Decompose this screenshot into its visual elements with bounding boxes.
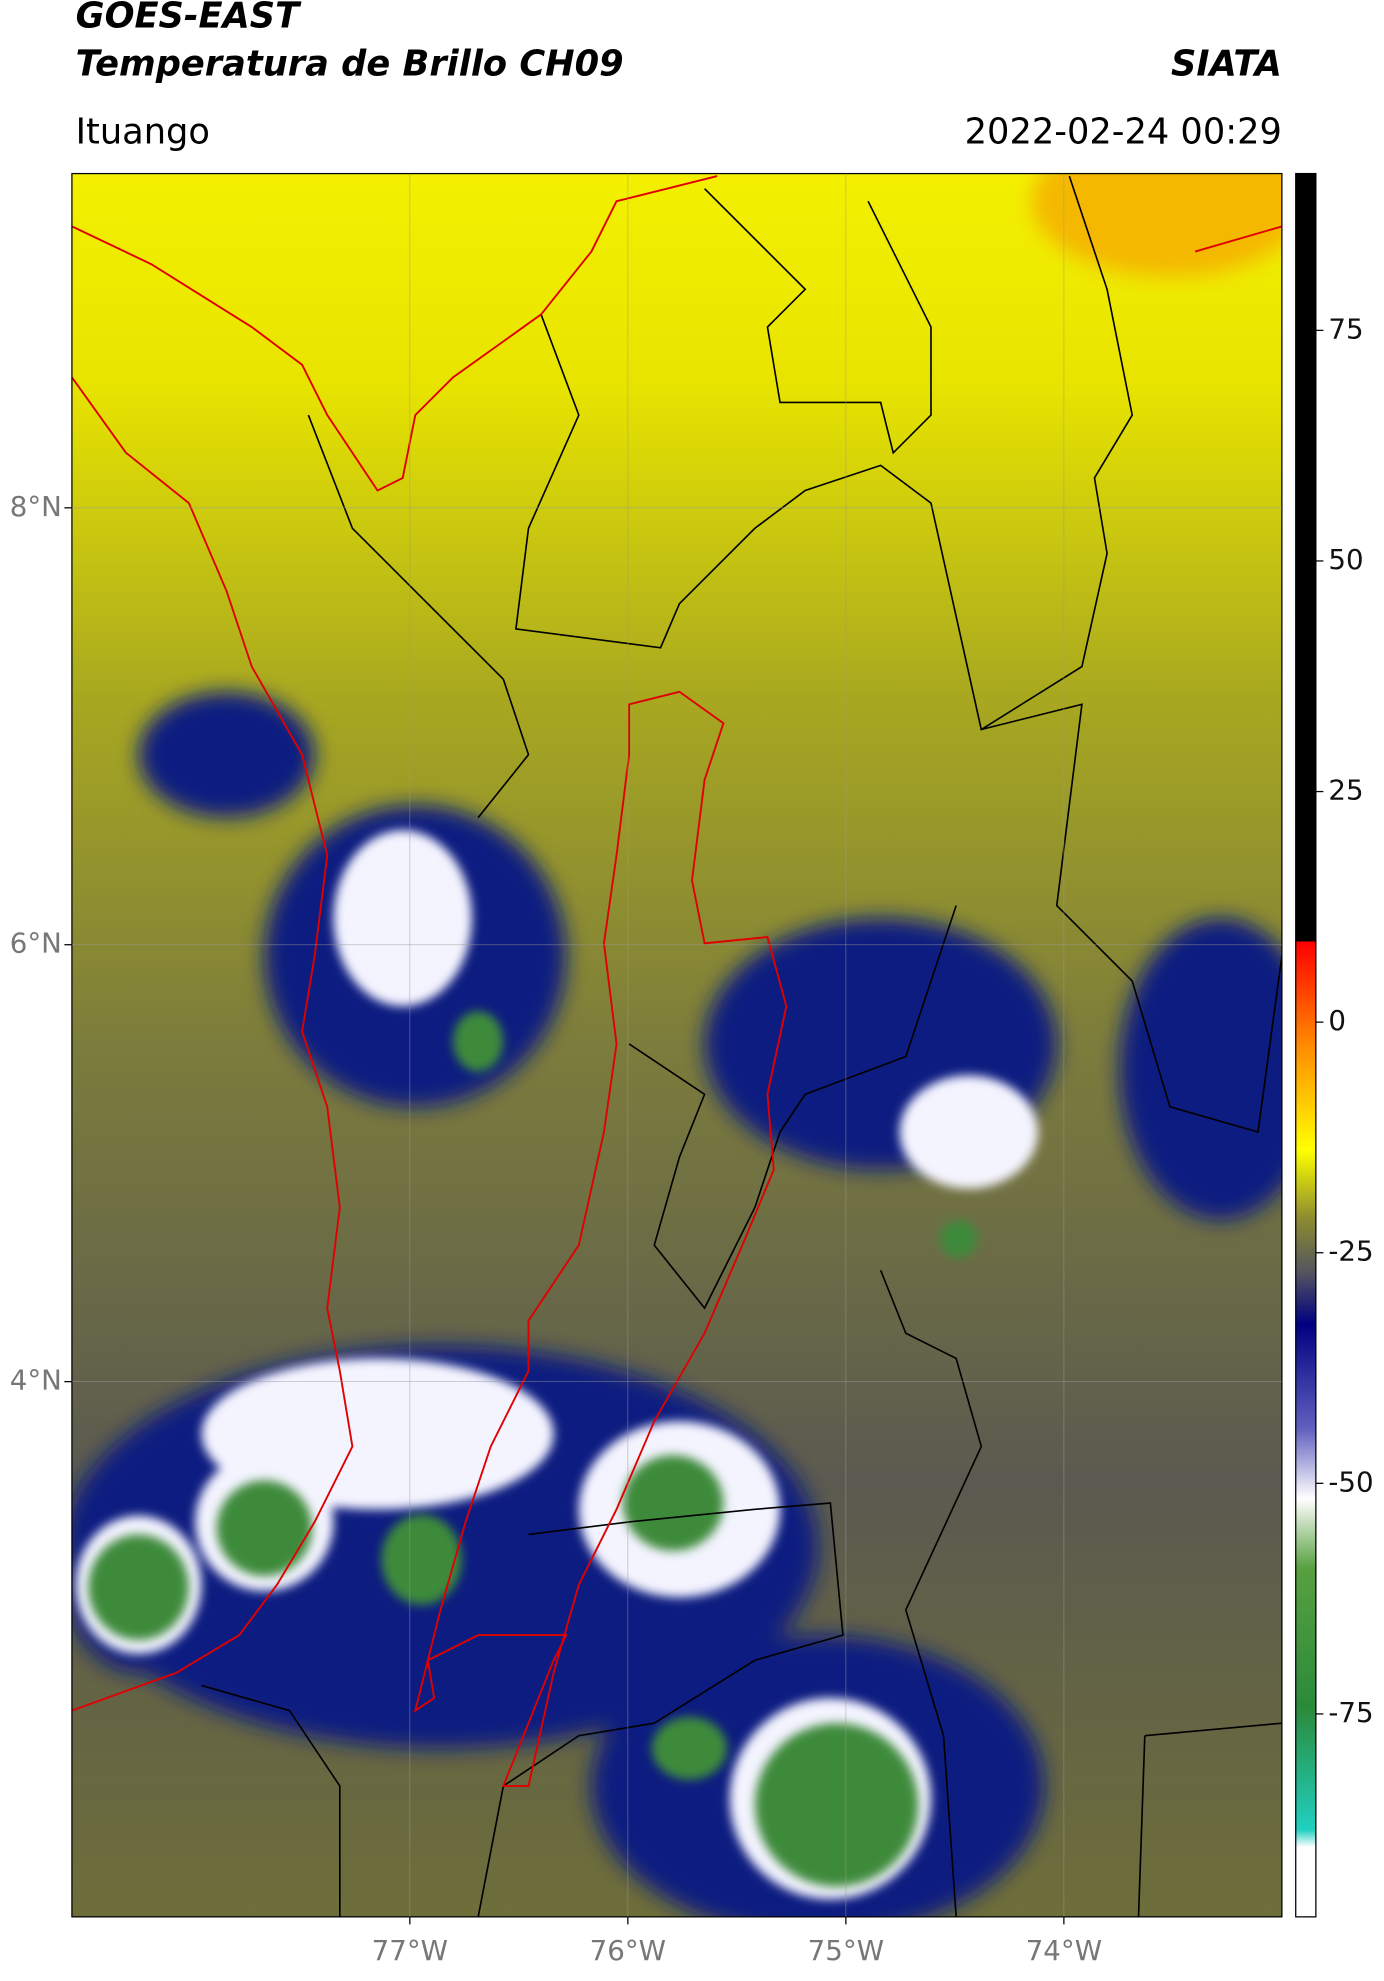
title: GOES-EAST xyxy=(76,0,302,37)
colorbar-tick-label: 50 xyxy=(1328,543,1363,576)
colorbar-tick-label: -50 xyxy=(1328,1465,1373,1498)
colorbar-tick-label: 0 xyxy=(1328,1004,1346,1037)
map-frame xyxy=(71,172,1283,1918)
lon-tick-label: 77°W xyxy=(372,1934,448,1967)
map-image xyxy=(71,173,1282,1917)
location: Ituango xyxy=(76,111,210,152)
datetime: 2022-02-24 00:29 xyxy=(965,111,1282,152)
colorbar-tick-label: -75 xyxy=(1328,1696,1373,1729)
colorbar-tick-label: 25 xyxy=(1328,774,1363,807)
lon-tick-label: 76°W xyxy=(590,1934,666,1967)
colorbar-tick-label: -25 xyxy=(1328,1235,1373,1268)
lon-tick-label: 75°W xyxy=(808,1934,884,1967)
source: SIATA xyxy=(1171,43,1282,84)
lon-tick-label: 74°W xyxy=(1026,1934,1102,1967)
subtitle: Temperatura de Brillo CH09 xyxy=(76,43,624,84)
colorbar xyxy=(1295,172,1317,1918)
lat-tick-label: 6°N xyxy=(10,927,62,960)
lat-tick-label: 4°N xyxy=(10,1364,62,1397)
colorbar-tick-label: 75 xyxy=(1328,312,1363,345)
lat-tick-label: 8°N xyxy=(10,490,62,523)
